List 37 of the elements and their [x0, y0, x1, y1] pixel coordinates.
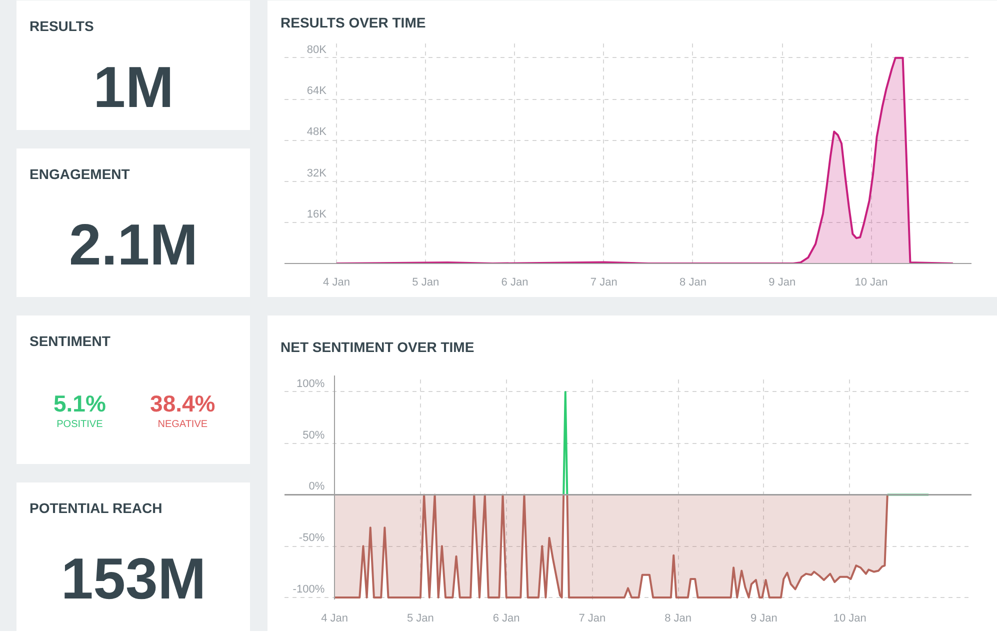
- x-tick-label: 4 Jan: [321, 612, 348, 624]
- y-tick-label: 100%: [296, 378, 325, 390]
- text: 2.1M: [69, 212, 198, 278]
- text: POTENTIAL REACH: [30, 500, 162, 516]
- x-tick-label: 5 Jan: [412, 276, 440, 288]
- text: SENTIMENT: [30, 333, 111, 349]
- text: ENGAGEMENT: [30, 166, 130, 182]
- x-tick-label: 9 Jan: [750, 612, 778, 624]
- x-tick-label: 10 Jan: [854, 276, 888, 288]
- y-tick-label: 64K: [306, 85, 328, 98]
- x-tick-label: 4 Jan: [323, 276, 350, 288]
- text: 1M: [93, 55, 174, 120]
- x-tick-label: 9 Jan: [768, 276, 796, 288]
- chart-title: NET SENTIMENT OVER TIME: [280, 339, 474, 355]
- x-tick-label: 7 Jan: [578, 612, 606, 624]
- y-tick-label: 50%: [302, 429, 325, 442]
- x-tick-label: 6 Jan: [501, 276, 528, 288]
- text: 5.1%: [53, 390, 106, 417]
- x-tick-label: 6 Jan: [492, 612, 520, 624]
- chart-title: RESULTS OVER TIME: [280, 14, 426, 30]
- y-tick-label: 16K: [306, 208, 328, 220]
- x-tick-label: 10 Jan: [833, 612, 866, 624]
- y-tick-label: 80K: [306, 44, 328, 56]
- y-tick-label: 0%: [308, 480, 325, 493]
- y-tick-label: -100%: [292, 583, 325, 596]
- x-tick-label: 8 Jan: [680, 276, 706, 288]
- text: RESULTS: [30, 18, 94, 34]
- y-tick-label: 48K: [306, 126, 328, 138]
- y-tick-label: -50%: [298, 532, 325, 544]
- x-tick-label: 8 Jan: [664, 612, 692, 624]
- text: 153M: [60, 546, 206, 612]
- text: 38.4%: [150, 390, 216, 417]
- text: POSITIVE: [56, 419, 104, 430]
- x-tick-label: 7 Jan: [590, 276, 618, 288]
- y-tick-label: 32K: [306, 167, 328, 180]
- x-tick-label: 5 Jan: [407, 612, 434, 624]
- text: NEGATIVE: [158, 419, 208, 430]
